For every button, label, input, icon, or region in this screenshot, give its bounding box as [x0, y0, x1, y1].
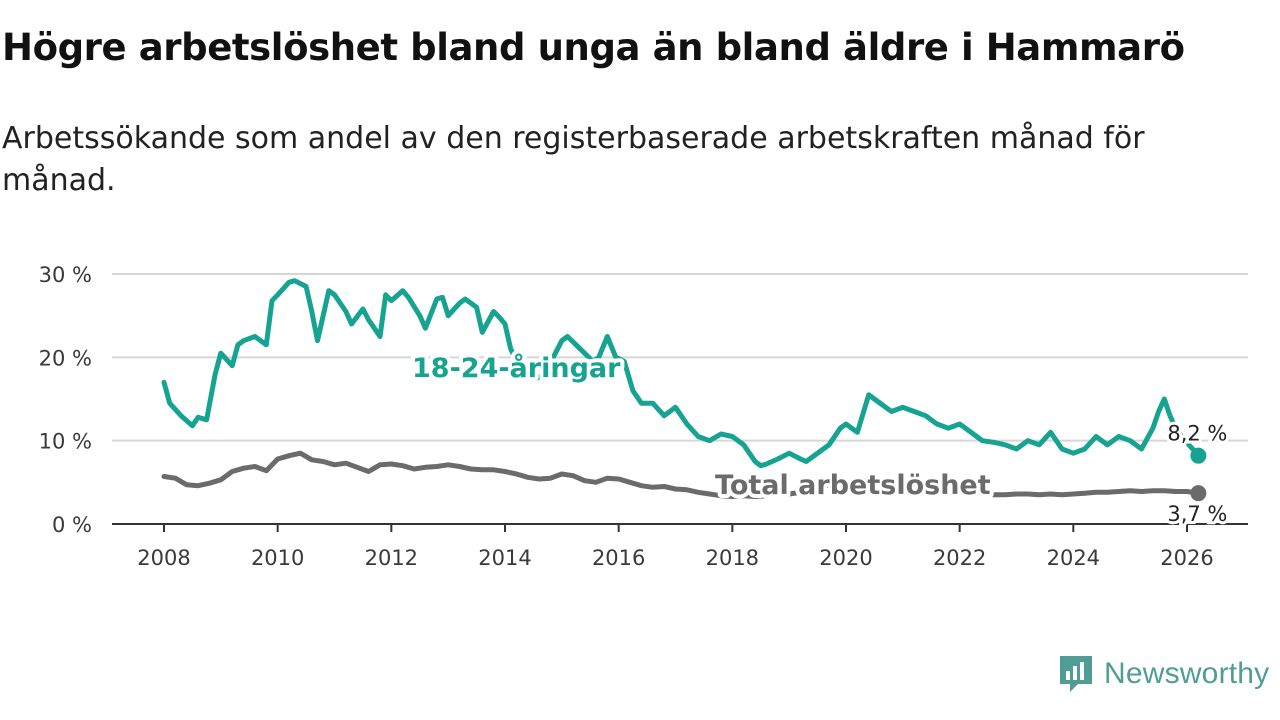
- y-tick-label: 20 %: [39, 346, 92, 370]
- series-label-youth: 18-24-åringar: [412, 352, 621, 384]
- series-line-total: [161, 450, 1201, 499]
- x-tick-label: 2018: [706, 546, 759, 570]
- y-axis: 0 % 10 % 20 % 30 %: [39, 263, 92, 537]
- y-tick-label: 10 %: [39, 430, 92, 454]
- x-tick-label: 2026: [1160, 546, 1213, 570]
- x-tick-label: 2008: [137, 546, 190, 570]
- newsworthy-logo-icon: [1060, 656, 1092, 692]
- x-tick-label: 2010: [251, 546, 304, 570]
- newsworthy-logo: Newsworthy: [1058, 654, 1269, 694]
- x-tick-label: 2016: [592, 546, 645, 570]
- endpoint-youth: [1190, 447, 1207, 464]
- line-chart: 0 % 10 % 20 % 30 % 2008 2010 2012 2014 2016 2018…: [39, 263, 1248, 570]
- series-lines: [161, 278, 1207, 502]
- chart-subtitle: Arbetssökande som andel av den registerb…: [2, 121, 1145, 198]
- x-tick-label: 2014: [478, 546, 531, 570]
- end-value-total: 3,7 %: [1167, 502, 1227, 526]
- x-tick-label: 2022: [933, 546, 986, 570]
- y-tick-label: 30 %: [39, 263, 92, 287]
- series-label-total: Total arbetslöshet: [715, 470, 991, 501]
- x-tick-label: 2024: [1047, 546, 1100, 570]
- end-value-youth: 8,2 %: [1167, 422, 1227, 446]
- series-line-youth: [161, 278, 1201, 469]
- x-tick-label: 2012: [365, 546, 418, 570]
- endpoint-total: [1190, 485, 1207, 502]
- x-axis: 2008 2010 2012 2014 2016 2018 2020 2022 2024 2026: [112, 523, 1248, 570]
- series-labels: 18-24-åringar Total arbetslöshet 8,2 % 3,7 …: [408, 348, 1230, 529]
- y-tick-label: 0 %: [52, 513, 92, 537]
- brand-name: Newsworthy: [1104, 657, 1270, 690]
- chart-title: Högre arbetslöshet bland unga än bland ä…: [2, 26, 1185, 69]
- x-tick-label: 2020: [819, 546, 872, 570]
